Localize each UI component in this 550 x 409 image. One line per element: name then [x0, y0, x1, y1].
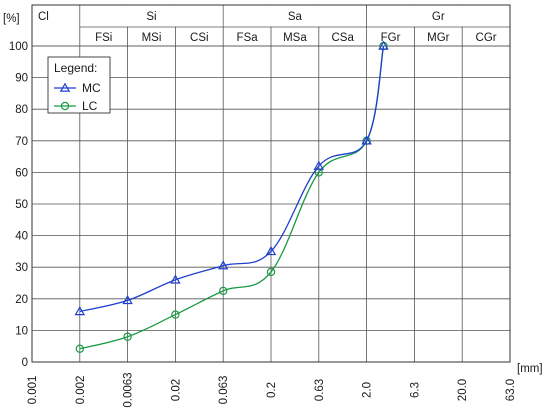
legend: Legend: MC LC: [47, 56, 111, 114]
group-label: Gr: [432, 11, 445, 23]
subgroup-label: FSi: [95, 32, 112, 44]
data-point-mc: [361, 135, 372, 145]
axes: 0 10 20 30 40 50 60 70 80 90 100 [%] 0.001 0.002 0.006…: [3, 4, 543, 408]
data-point-lc: [171, 310, 180, 319]
subgroup-label: CSa: [332, 32, 355, 44]
y-tick-label: 70: [15, 136, 28, 148]
legend-label-mc: MC: [82, 81, 101, 95]
y-tick-label: 100: [9, 41, 28, 53]
data-point-mc: [313, 160, 325, 170]
x-tick-label: 2.0: [362, 382, 374, 398]
subgroup-label: FSa: [237, 32, 259, 44]
y-tick-label: 10: [15, 325, 28, 337]
y-tick-label: 90: [15, 73, 28, 85]
data-point-lc: [75, 344, 85, 353]
x-tick-label: 0.63: [314, 379, 326, 401]
group-label: Sa: [288, 11, 303, 23]
group-cell-bg: [367, 5, 510, 27]
x-tick-label: 63.0: [505, 379, 517, 401]
group-label: Si: [146, 11, 156, 23]
legend-box: [47, 56, 111, 114]
subgroup-label: CSi: [190, 32, 209, 44]
x-axis-label: [mm]: [517, 363, 543, 375]
data-point-mc: [378, 40, 389, 50]
y-axis-label: [%]: [3, 13, 20, 25]
legend-marker-mc: [59, 82, 71, 92]
subgroup-label: MSa: [283, 32, 307, 44]
y-tick-label: 80: [15, 104, 28, 116]
soil-class-header: Cl Si Sa Gr FSi MSi CSi FSa MSa CSa FGr MGr CGr: [38, 5, 510, 44]
series-line-mc: [79, 45, 385, 313]
y-tick-label: 20: [15, 294, 28, 306]
y-tick-label: 60: [15, 167, 28, 179]
data-point-mc: [170, 274, 181, 284]
data-point-mc: [265, 245, 277, 256]
x-tick-label: 0.063: [218, 376, 230, 405]
plot-frame: [31, 4, 511, 363]
legend-marker-lc: [60, 101, 70, 111]
group-cell-bg: [223, 5, 366, 27]
subgroup-label: FGr: [381, 32, 401, 44]
data-point-lc: [218, 286, 228, 296]
data-point-mc: [217, 260, 229, 270]
subgroup-label: MGr: [427, 32, 450, 44]
x-tick-label: 20.0: [457, 379, 469, 401]
x-tick-label: 0.2: [266, 382, 278, 398]
y-tick-label: 50: [15, 199, 28, 211]
data-point-mc: [122, 294, 133, 305]
x-tick-label: 0.02: [170, 379, 182, 401]
y-tick-label: 30: [15, 262, 28, 274]
data-point-mc: [74, 306, 86, 316]
group-cell-bg: [80, 5, 223, 27]
x-tick-label: 0.002: [75, 376, 87, 405]
y-tick-label: 40: [15, 231, 28, 243]
legend-title: Legend:: [54, 61, 97, 75]
group-label: Cl: [38, 11, 49, 23]
x-tick-label: 0.001: [27, 376, 39, 405]
subgroup-label: CGr: [476, 32, 497, 44]
series: [74, 40, 389, 353]
data-point-lc: [266, 267, 276, 277]
x-tick-label: 6.3: [409, 382, 421, 398]
legend-label-lc: LC: [82, 99, 98, 113]
subgroup-label: MSi: [142, 32, 162, 44]
x-tick-label: 0.0063: [123, 372, 135, 407]
data-point-lc: [123, 332, 132, 341]
y-tick-label: 0: [22, 357, 28, 369]
